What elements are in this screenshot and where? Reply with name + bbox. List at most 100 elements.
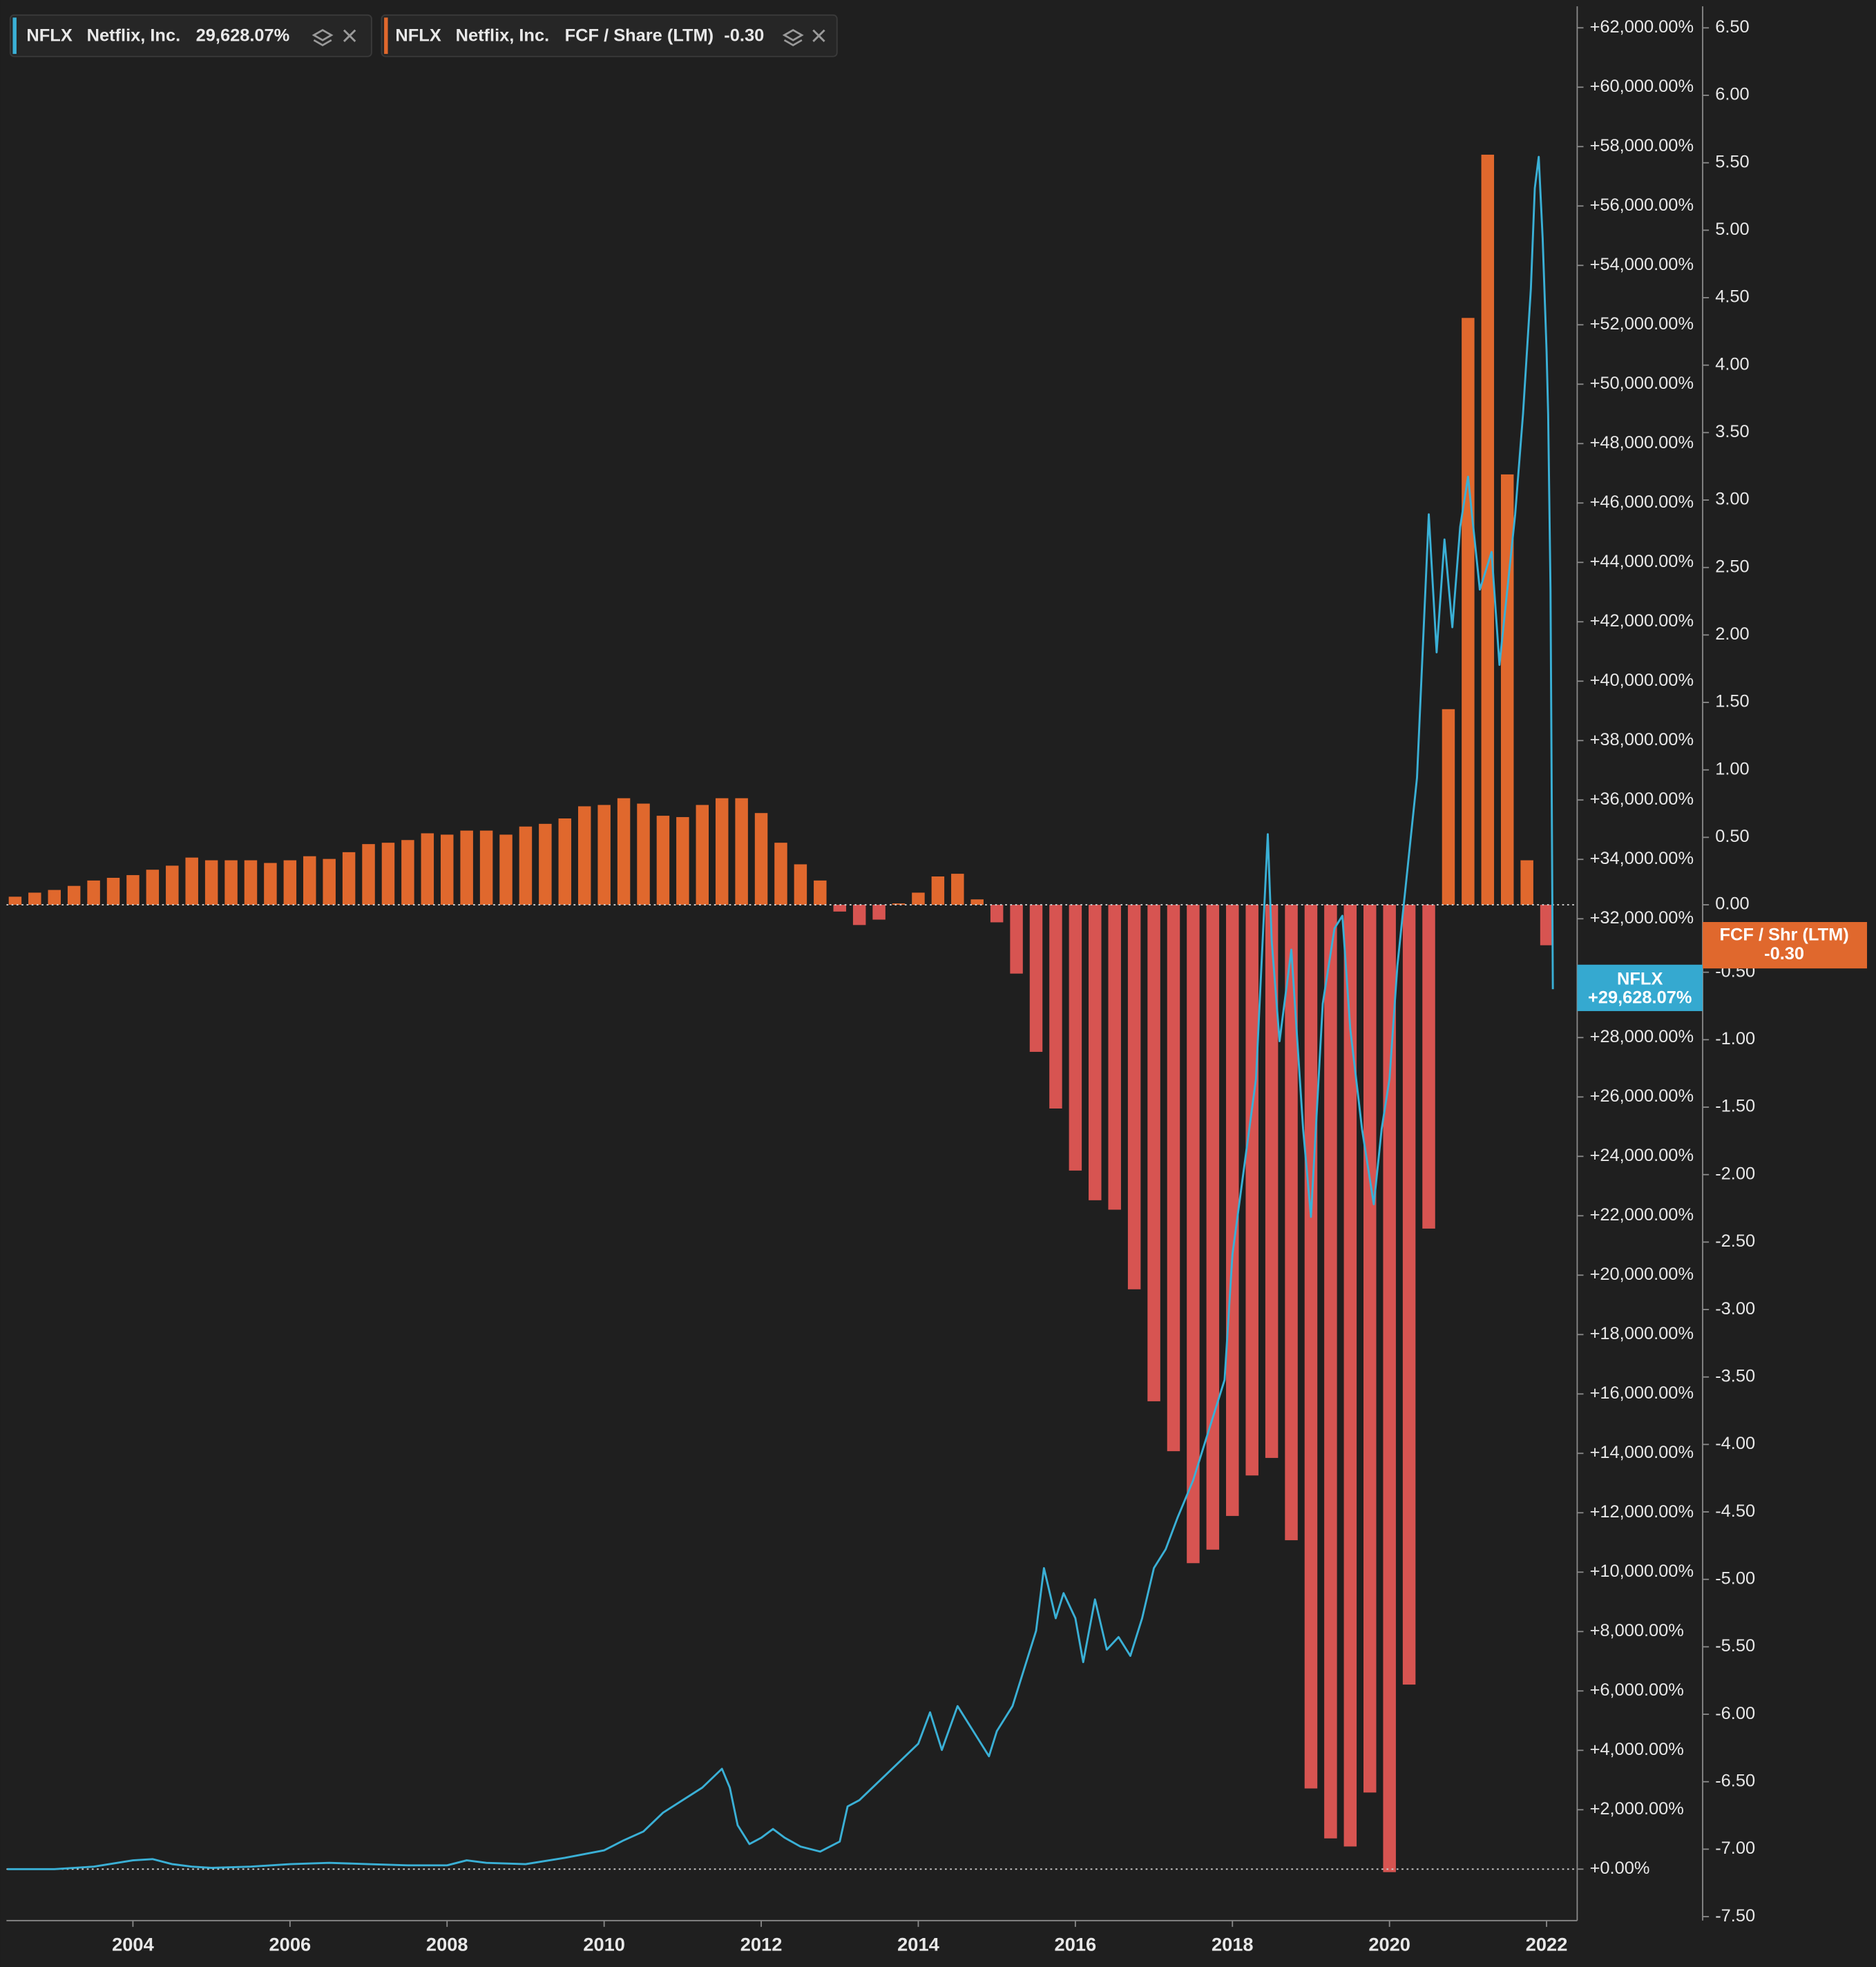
bar bbox=[204, 860, 218, 905]
y-tick-label: +0.00% bbox=[1590, 1859, 1650, 1878]
y-tick-label: +28,000.00% bbox=[1590, 1027, 1694, 1046]
y2-tick-label: -7.50 bbox=[1715, 1906, 1755, 1926]
bar bbox=[1206, 905, 1220, 1550]
y-tick-label: +44,000.00% bbox=[1590, 552, 1694, 571]
bar bbox=[166, 865, 179, 905]
y2-tick-label: -4.00 bbox=[1715, 1434, 1755, 1453]
close-icon[interactable] bbox=[812, 29, 825, 42]
bar bbox=[401, 840, 414, 905]
bar bbox=[323, 858, 336, 905]
bar bbox=[1304, 905, 1318, 1789]
bar bbox=[577, 806, 591, 905]
y-tick-label: +20,000.00% bbox=[1590, 1265, 1694, 1284]
y-tick-label: +32,000.00% bbox=[1590, 908, 1694, 928]
bar bbox=[833, 905, 846, 912]
bar bbox=[931, 876, 945, 905]
bar bbox=[460, 830, 473, 905]
legend-metric: FCF / Share (LTM) bbox=[565, 26, 714, 45]
bar bbox=[244, 860, 258, 905]
bar bbox=[1520, 860, 1533, 905]
y-tick-label: +6,000.00% bbox=[1590, 1680, 1684, 1700]
y2-tick-label: 2.00 bbox=[1715, 624, 1749, 644]
y-tick-label: +42,000.00% bbox=[1590, 611, 1694, 631]
bar bbox=[1285, 905, 1298, 1541]
layers-icon[interactable] bbox=[782, 29, 804, 46]
bar bbox=[1540, 905, 1553, 946]
bar bbox=[1010, 905, 1023, 974]
bar bbox=[814, 880, 827, 905]
x-tick-label: 2006 bbox=[269, 1933, 312, 1955]
y2-tick-label: -3.50 bbox=[1715, 1366, 1755, 1385]
close-icon[interactable] bbox=[343, 29, 356, 42]
bar bbox=[1343, 905, 1357, 1847]
bar bbox=[637, 803, 650, 905]
x-tick-label: 2018 bbox=[1212, 1933, 1254, 1955]
bar bbox=[715, 798, 729, 905]
badge-value: -0.30 bbox=[1764, 944, 1804, 963]
x-tick-label: 2014 bbox=[897, 1933, 939, 1955]
bar bbox=[303, 856, 316, 905]
legend-swatch bbox=[384, 17, 388, 55]
line bbox=[7, 155, 1554, 1870]
y-tick-label: +24,000.00% bbox=[1590, 1146, 1694, 1165]
bar bbox=[499, 834, 513, 905]
bar bbox=[126, 875, 140, 905]
y-tick-label: +4,000.00% bbox=[1590, 1740, 1684, 1759]
badge-value: +29,628.07% bbox=[1588, 988, 1692, 1008]
bar bbox=[1245, 905, 1258, 1476]
x-tick-label: 2008 bbox=[426, 1933, 468, 1955]
y2-tick-label: 1.00 bbox=[1715, 759, 1749, 778]
bar bbox=[1363, 905, 1377, 1793]
legend-item[interactable] bbox=[9, 14, 372, 57]
bar bbox=[656, 816, 670, 905]
y2-tick-label: 5.00 bbox=[1715, 220, 1749, 239]
legend: NFLX Netflix, Inc. 29,628.07% NFLX Netfl… bbox=[9, 14, 838, 57]
y-tick-label: +52,000.00% bbox=[1590, 314, 1694, 334]
y-tick-label: +58,000.00% bbox=[1590, 136, 1694, 155]
y-tick-label: +60,000.00% bbox=[1590, 77, 1694, 96]
y2-tick-label: 4.00 bbox=[1715, 354, 1749, 374]
y2-tick-label: -4.50 bbox=[1715, 1501, 1755, 1521]
legend-name: Netflix, Inc. bbox=[87, 26, 181, 45]
y-tick-label: +16,000.00% bbox=[1590, 1383, 1694, 1403]
y-tick-label: +22,000.00% bbox=[1590, 1205, 1694, 1225]
y-tick-label: +54,000.00% bbox=[1590, 255, 1694, 274]
bar bbox=[597, 805, 611, 905]
bar bbox=[735, 798, 748, 905]
y-tick-label: +46,000.00% bbox=[1590, 492, 1694, 512]
legend-value: -0.30 bbox=[724, 26, 764, 45]
bar bbox=[951, 874, 964, 905]
bar bbox=[1324, 905, 1337, 1839]
bar bbox=[970, 899, 984, 905]
bar bbox=[1442, 709, 1455, 905]
y2-tick-label: -1.00 bbox=[1715, 1029, 1755, 1048]
bar bbox=[1500, 474, 1514, 905]
bar bbox=[28, 892, 41, 905]
bar bbox=[381, 843, 395, 905]
bar bbox=[1089, 905, 1102, 1200]
y-tick-label: +26,000.00% bbox=[1590, 1086, 1694, 1106]
bar bbox=[558, 818, 572, 905]
bar bbox=[421, 833, 434, 905]
legend-item[interactable] bbox=[381, 14, 838, 57]
layers-icon[interactable] bbox=[312, 29, 334, 46]
y2-tick-label: 3.50 bbox=[1715, 422, 1749, 441]
y-tick-label: +40,000.00% bbox=[1590, 671, 1694, 690]
y-tick-label: +18,000.00% bbox=[1590, 1324, 1694, 1343]
bar bbox=[519, 826, 533, 905]
bar bbox=[1383, 905, 1396, 1872]
bar bbox=[441, 834, 454, 905]
y2-tick-label: -1.50 bbox=[1715, 1097, 1755, 1116]
bar bbox=[754, 813, 768, 905]
bar bbox=[1422, 905, 1435, 1229]
bar-badge bbox=[1703, 922, 1867, 969]
bar bbox=[990, 905, 1004, 923]
bar bbox=[1265, 905, 1279, 1458]
bar bbox=[676, 817, 689, 905]
bar bbox=[106, 877, 120, 905]
y2-tick-label: -5.50 bbox=[1715, 1636, 1755, 1656]
y2-tick-label: -3.00 bbox=[1715, 1299, 1755, 1318]
legend-swatch bbox=[12, 17, 17, 55]
